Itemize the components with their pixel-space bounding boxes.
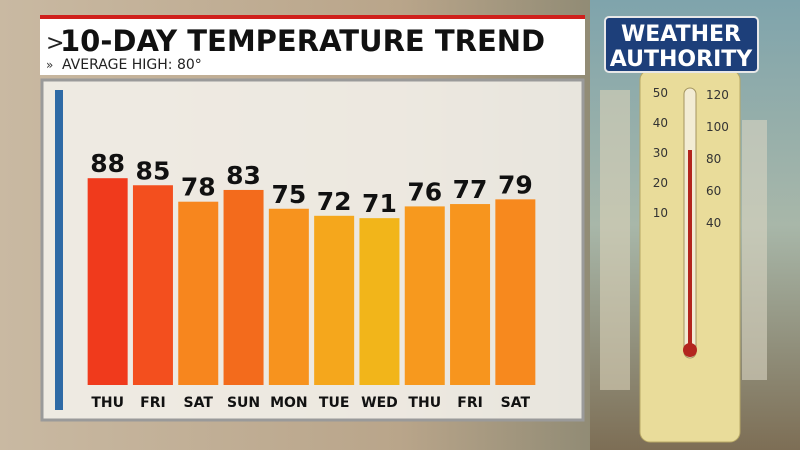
bar <box>87 178 128 385</box>
x-tick-label: THU <box>408 395 441 411</box>
thermometer-bulb <box>683 343 697 357</box>
bar <box>495 199 536 385</box>
x-tick-label: SUN <box>227 395 260 411</box>
chart-subtitle: AVERAGE HIGH: 80° <box>62 57 202 73</box>
bar-value-label: 76 <box>407 177 442 206</box>
peeling-paint <box>600 90 630 390</box>
bar-value-label: 85 <box>136 156 171 185</box>
x-tick-label: THU <box>91 395 124 411</box>
subtitle-arrow: » <box>46 58 53 72</box>
bar-value-label: 71 <box>362 189 397 218</box>
peeling-paint <box>742 120 767 380</box>
fahrenheit-label: 120 <box>706 88 729 102</box>
celsius-label: 50 <box>653 86 668 100</box>
celsius-label: 20 <box>653 176 668 190</box>
thermometer-scale: 50 40 30 20 10 120 100 80 60 40 <box>653 86 729 230</box>
plot-area: 88 THU 85 FRI 78 SAT 83 SUN 75 MON 72 TUE 71 WED 76 THU… <box>87 149 536 411</box>
chart-panel <box>40 78 585 422</box>
bar <box>223 189 264 385</box>
x-tick-label: TUE <box>319 395 349 411</box>
bar-value-label: 77 <box>453 175 488 204</box>
fahrenheit-label: 80 <box>706 152 721 166</box>
x-tick-label: MON <box>270 395 308 411</box>
bar <box>359 218 400 385</box>
logo-line2: AUTHORITY <box>610 47 753 72</box>
celsius-label: 30 <box>653 146 668 160</box>
logo-box <box>604 16 759 73</box>
bar <box>450 204 491 385</box>
bar <box>404 206 445 385</box>
x-tick-label: SAT <box>501 395 531 411</box>
bar-value-label: 83 <box>226 161 261 190</box>
chart-title: 10-DAY TEMPERATURE TREND <box>60 24 545 58</box>
x-tick-label: WED <box>361 395 398 411</box>
bar-value-label: 78 <box>181 173 216 202</box>
fahrenheit-label: 40 <box>706 216 721 230</box>
bar-value-label: 75 <box>271 180 306 209</box>
header-accent <box>40 15 585 19</box>
bar <box>132 185 173 385</box>
header <box>40 19 585 75</box>
x-tick-label: FRI <box>457 395 483 411</box>
celsius-label: 10 <box>653 206 668 220</box>
bar <box>178 201 219 385</box>
fahrenheit-label: 100 <box>706 120 729 134</box>
bar-value-label: 88 <box>90 149 125 178</box>
celsius-label: 40 <box>653 116 668 130</box>
x-tick-label: SAT <box>184 395 214 411</box>
thermometer-liquid <box>688 150 692 350</box>
bar <box>268 208 309 385</box>
fahrenheit-label: 60 <box>706 184 721 198</box>
header-arrow: > <box>46 31 64 56</box>
x-tick-label: FRI <box>140 395 166 411</box>
logo-line1: WEATHER <box>621 22 741 47</box>
bar <box>314 215 355 385</box>
bar-value-label: 79 <box>498 170 533 199</box>
panel-accent <box>55 90 63 410</box>
bar-value-label: 72 <box>317 187 352 216</box>
